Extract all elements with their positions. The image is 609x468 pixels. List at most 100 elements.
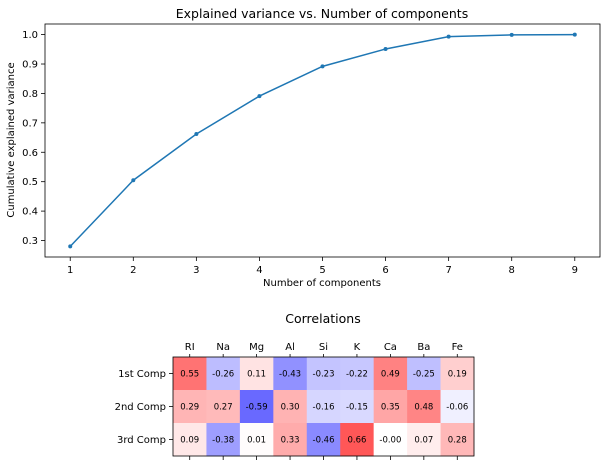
data-point <box>446 34 451 39</box>
heatmap-row-label: 2nd Comp <box>115 402 166 413</box>
heatmap-cell-label: -0.06 <box>446 403 468 413</box>
heatmap-column-label: Mg <box>249 342 264 353</box>
heatmap-cell-label: 0.66 <box>347 436 366 446</box>
line-chart-title: Explained variance vs. Number of compone… <box>176 6 468 21</box>
heatmap-cell-label: 0.29 <box>180 403 199 413</box>
y-axis-label: Cumulative explained variance <box>6 62 17 217</box>
heatmap-cell-label: 0.09 <box>180 436 199 446</box>
heatmap-cell <box>273 357 308 391</box>
x-tick-label: 9 <box>572 265 578 276</box>
heatmap-cell <box>273 423 308 457</box>
heatmap-cell <box>306 423 341 457</box>
heatmap-cell <box>173 390 207 424</box>
heatmap-cell-label: -0.16 <box>313 403 335 413</box>
x-axis-ticks: 1 2 3 4 5 6 7 8 9 <box>67 257 578 276</box>
heatmap-column-label: Na <box>216 342 230 353</box>
heatmap-row-label: 1st Comp <box>118 369 166 380</box>
y-tick-label: 0.6 <box>22 148 38 159</box>
heatmap-cell <box>407 390 441 424</box>
heatmap-cell <box>306 357 341 391</box>
heatmap-cell <box>173 357 207 391</box>
heatmap-cell-label: -0.23 <box>313 370 335 380</box>
x-tick-label: 2 <box>130 265 136 276</box>
heatmap-column-labels: RI Na Mg Al Si K Ca Ba Fe <box>185 342 463 353</box>
line-chart: Explained variance vs. Number of compone… <box>6 6 601 289</box>
data-point <box>320 64 325 69</box>
data-point <box>572 32 577 37</box>
heatmap-cell-label: -0.59 <box>246 403 268 413</box>
heatmap-cell <box>340 357 374 391</box>
heatmap-cell-label: -0.26 <box>212 370 234 380</box>
heatmap-cell-label: -0.25 <box>413 370 435 380</box>
heatmap-cell-label: 0.35 <box>381 403 400 413</box>
heatmap-row-label: 3rd Comp <box>117 435 166 446</box>
heatmap-column-label: Ca <box>384 342 397 353</box>
heatmap-cell <box>373 357 408 391</box>
x-axis-label: Number of components <box>263 278 381 289</box>
heatmap-cell <box>206 423 241 457</box>
y-tick-label: 0.9 <box>22 60 38 71</box>
heatmap-cell-label: -0.38 <box>212 436 234 446</box>
x-tick-label: 8 <box>509 265 515 276</box>
heatmap-column-label: Si <box>319 342 328 353</box>
data-point <box>257 94 262 99</box>
heatmap-row-labels: 1st Comp 2nd Comp 3rd Comp <box>115 369 166 446</box>
x-tick-label: 5 <box>319 265 325 276</box>
heatmap-cell <box>373 423 408 457</box>
heatmap-cell-label: 0.49 <box>381 370 400 380</box>
heatmap-cell <box>206 390 241 424</box>
heatmap-cell-label: -0.15 <box>346 403 368 413</box>
heatmap-cell <box>173 423 207 457</box>
y-tick-label: 0.8 <box>22 89 38 100</box>
heatmap-cell <box>306 390 341 424</box>
heatmap-column-label: RI <box>185 342 195 353</box>
heatmap-cell <box>340 390 374 424</box>
heatmap-cell-label: 0.30 <box>281 403 300 413</box>
y-tick-label: 0.3 <box>22 236 38 247</box>
heatmap-cell-label: 0.27 <box>214 403 233 413</box>
x-tick-label: 1 <box>67 265 73 276</box>
heatmap-cell-label: 0.28 <box>448 436 467 446</box>
data-point <box>194 132 199 137</box>
plot-frame <box>44 23 601 258</box>
heatmap-cell-label: 0.19 <box>448 370 467 380</box>
heatmap-cell-label: 0.01 <box>247 436 266 446</box>
heatmap-cell <box>239 423 274 457</box>
heatmap-cell-label: 0.48 <box>414 403 433 413</box>
heatmap-cell <box>407 357 441 391</box>
heatmap-cell <box>239 390 274 424</box>
data-point <box>131 178 136 183</box>
x-tick-label: 3 <box>193 265 199 276</box>
heatmap-cell-label: 0.33 <box>281 436 300 446</box>
heatmap-cell-label: -0.00 <box>379 436 401 446</box>
heatmap-column-label: Fe <box>452 342 463 353</box>
heatmap: Correlations 0.55 -0.26 0.11 -0.43 -0.23 -0.2… <box>115 311 475 460</box>
y-axis-ticks: 0.3 0.4 0.5 0.6 0.7 0.8 0.9 1.0 <box>22 30 45 247</box>
heatmap-cell-label: 0.11 <box>247 370 266 380</box>
heatmap-cell-label: -0.22 <box>346 370 368 380</box>
heatmap-cell <box>340 423 374 457</box>
heatmap-cell <box>239 357 274 391</box>
heatmap-cell <box>440 423 475 457</box>
data-point <box>68 244 73 249</box>
x-tick-label: 7 <box>445 265 451 276</box>
series-points <box>68 32 577 249</box>
data-point <box>383 47 388 52</box>
data-point <box>509 32 514 37</box>
heatmap-column-label: K <box>354 342 361 353</box>
heatmap-cell-label: 0.55 <box>180 370 199 380</box>
heatmap-cell <box>273 390 308 424</box>
heatmap-cell <box>440 357 475 391</box>
heatmap-title: Correlations <box>285 311 360 326</box>
heatmap-cell <box>206 357 241 391</box>
y-tick-label: 0.4 <box>22 207 38 218</box>
heatmap-column-label: Al <box>285 342 295 353</box>
heatmap-cells: 0.55 -0.26 0.11 -0.43 -0.23 -0.22 0.49 -0.25 0.1… <box>173 357 475 457</box>
x-tick-label: 4 <box>256 265 262 276</box>
heatmap-cell-label: 0.07 <box>414 436 433 446</box>
heatmap-cell <box>440 390 475 424</box>
y-tick-label: 0.7 <box>22 118 38 129</box>
y-tick-label: 0.5 <box>22 177 38 188</box>
heatmap-tick-marks <box>169 354 458 460</box>
